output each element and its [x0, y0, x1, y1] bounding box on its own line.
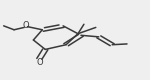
Text: O: O — [36, 58, 43, 66]
Text: O: O — [23, 21, 29, 30]
